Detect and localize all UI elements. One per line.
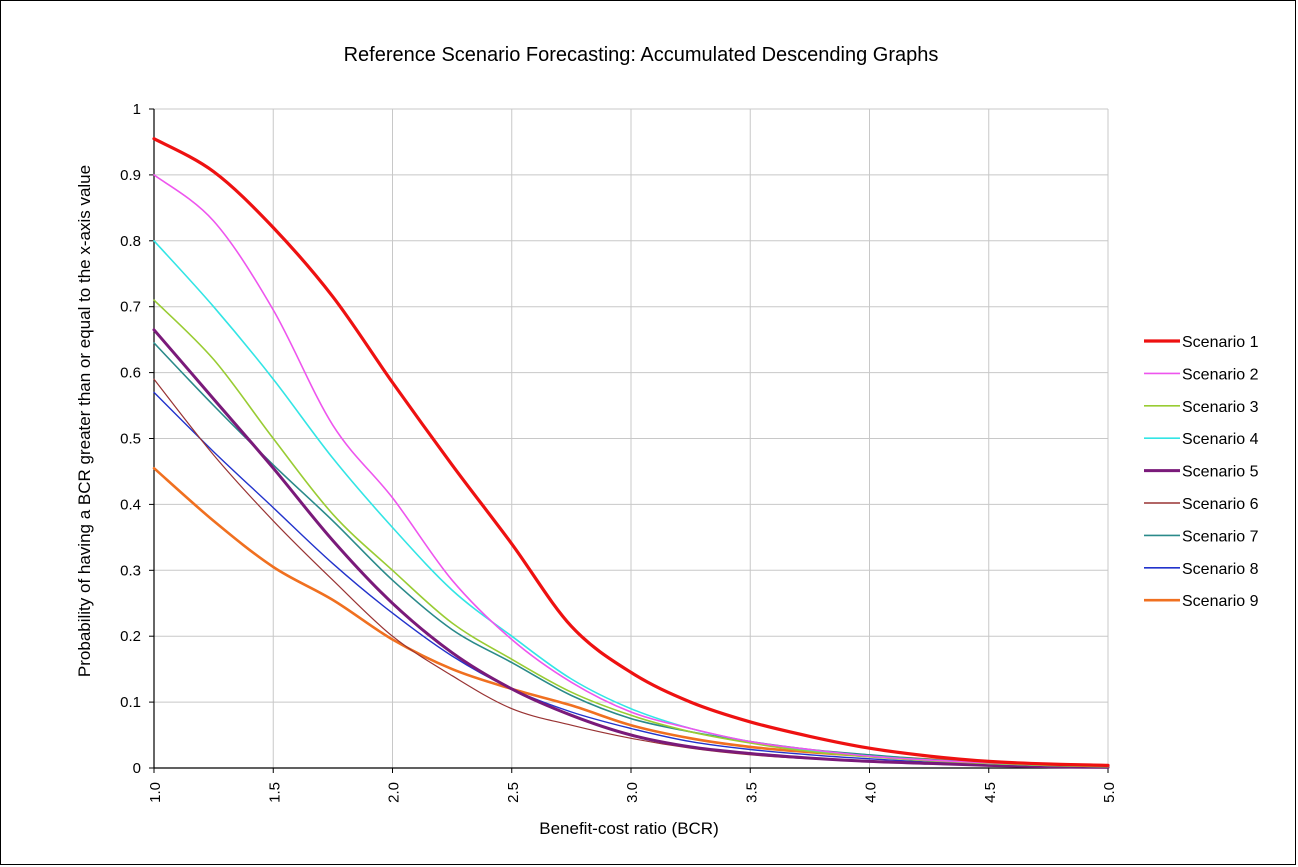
x-tick-label: 1.5 xyxy=(266,782,283,803)
legend: Scenario 1 Scenario 2 Scenario 3 Scenario 4… xyxy=(1144,334,1259,610)
x-tick-label: 4.5 xyxy=(982,782,999,803)
legend-label: Scenario 2 xyxy=(1182,366,1259,383)
y-tick-label: 1 xyxy=(133,101,141,118)
chart-title: Reference Scenario Forecasting: Accumula… xyxy=(344,44,939,66)
x-axis-title: Benefit-cost ratio (BCR) xyxy=(539,819,719,838)
legend-label: Scenario 8 xyxy=(1182,561,1259,578)
legend-label: Scenario 7 xyxy=(1182,528,1259,545)
legend-label: Scenario 3 xyxy=(1182,399,1259,416)
legend-label: Scenario 9 xyxy=(1182,593,1259,610)
y-tick-label: 0.6 xyxy=(120,365,141,382)
y-tick-label: 0.3 xyxy=(120,562,141,579)
legend-label: Scenario 1 xyxy=(1182,334,1259,351)
x-tick-label: 3.5 xyxy=(743,782,760,803)
y-tick-label: 0.5 xyxy=(120,431,141,448)
axes: 0 0.1 0.2 0.3 0.4 0.5 0.6 0.7 0.8 0.9 1 1.0 1.5 2.0 2.… xyxy=(120,101,1118,803)
y-tick-label: 0.9 xyxy=(120,167,141,184)
y-tick-label: 0.1 xyxy=(120,694,141,711)
y-axis-title: Probability of having a BCR greater than… xyxy=(75,165,94,677)
grid xyxy=(154,109,1108,768)
y-tick-label: 0.7 xyxy=(120,299,141,316)
x-tick-label: 4.0 xyxy=(863,782,880,803)
legend-label: Scenario 6 xyxy=(1182,496,1259,513)
x-tick-label: 3.0 xyxy=(624,782,641,803)
x-tick-label: 2.5 xyxy=(505,782,522,803)
x-tick-label: 1.0 xyxy=(147,782,164,803)
legend-label: Scenario 5 xyxy=(1182,464,1259,481)
y-tick-label: 0.2 xyxy=(120,628,141,645)
x-tick-label: 5.0 xyxy=(1101,782,1118,803)
legend-label: Scenario 4 xyxy=(1182,431,1259,448)
x-tick-label: 2.0 xyxy=(386,782,403,803)
y-tick-label: 0 xyxy=(133,760,141,777)
y-tick-label: 0.4 xyxy=(120,496,141,513)
y-tick-label: 0.8 xyxy=(120,233,141,250)
